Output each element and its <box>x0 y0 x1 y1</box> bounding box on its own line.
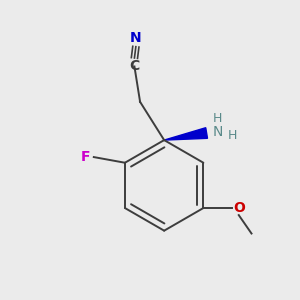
Text: O: O <box>233 201 245 215</box>
Text: N: N <box>130 31 142 45</box>
Text: F: F <box>81 150 90 164</box>
Text: C: C <box>129 59 140 74</box>
Polygon shape <box>164 128 208 140</box>
Text: H: H <box>227 129 237 142</box>
Text: N: N <box>213 124 223 139</box>
Text: H: H <box>213 112 223 125</box>
